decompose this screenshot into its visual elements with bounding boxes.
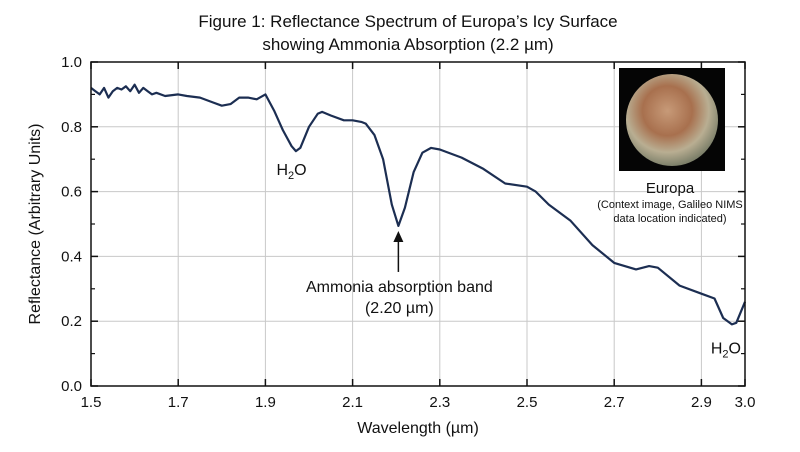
- h2o-label: H2O: [711, 340, 741, 360]
- inset-title: Europa: [646, 180, 695, 197]
- europa-inset: Europa (Context image, Galileo NIMS data…: [597, 68, 743, 225]
- h2o-sub: 2: [288, 170, 294, 182]
- y-tick-label: 0.4: [61, 248, 82, 265]
- inset-caption-1: (Context image, Galileo NIMS: [597, 199, 743, 211]
- y-tick-label: 0.0: [61, 378, 82, 395]
- x-tick-label: 1.5: [81, 394, 102, 411]
- x-tick-label: 2.3: [429, 394, 450, 411]
- h2o-sub: 2: [722, 348, 728, 360]
- y-tick-label: 0.2: [61, 313, 82, 330]
- ammonia-wavelength: (2.20 µm): [365, 300, 434, 317]
- arrow-head-icon: [393, 230, 404, 242]
- y-tick-label: 0.6: [61, 184, 82, 201]
- h2o-label: H2O: [276, 162, 306, 182]
- h2o-o: O: [729, 340, 741, 357]
- x-tick-label: 1.7: [168, 394, 189, 411]
- x-tick-label: 2.9: [691, 394, 712, 411]
- ammonia-label: Ammonia absorption band: [306, 279, 493, 296]
- chart-subtitle: showing Ammonia Absorption (2.2 µm): [262, 35, 553, 54]
- spectrum-line: [90, 83, 747, 326]
- h2o-h: H: [276, 162, 288, 179]
- x-tick-label: 2.5: [517, 394, 538, 411]
- x-tick-label: 1.9: [255, 394, 276, 411]
- y-axis-label: Reflectance (Arbitrary Units): [27, 124, 44, 325]
- x-axis-label: Wavelength (µm): [357, 420, 479, 437]
- x-tick-label: 2.1: [342, 394, 363, 411]
- h2o-o: O: [294, 162, 306, 179]
- h2o-h: H: [711, 340, 723, 357]
- inset-caption-2: data location indicated): [613, 213, 726, 225]
- x-tick-label: 3.0: [735, 394, 756, 411]
- y-tick-label: 0.8: [61, 119, 82, 136]
- y-tick-label: 1.0: [61, 54, 82, 71]
- europa-disc: [626, 74, 718, 166]
- chart-title: Figure 1: Reflectance Spectrum of Europa…: [198, 12, 617, 31]
- x-tick-label: 2.7: [604, 394, 625, 411]
- plot-frame: [90, 61, 746, 387]
